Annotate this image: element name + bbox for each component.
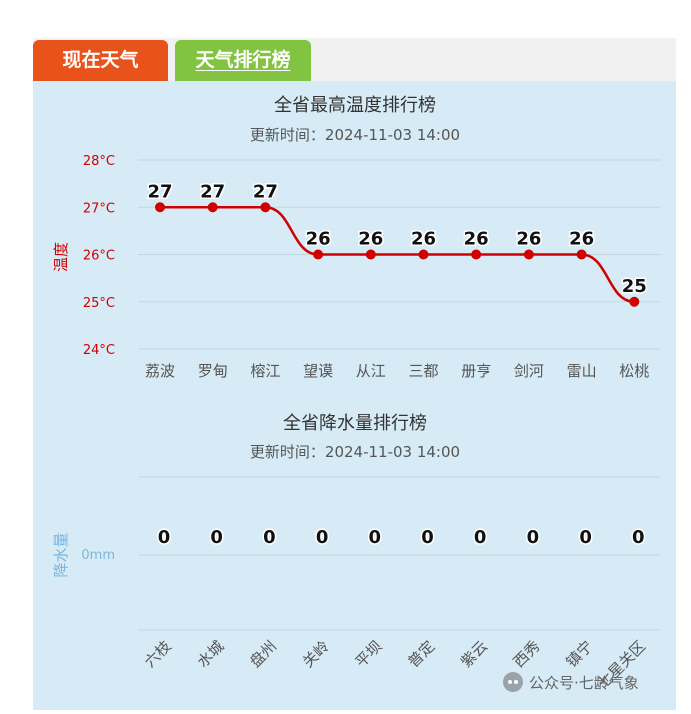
precipitation-y-tick: 0mm: [81, 548, 115, 563]
temperature-data-label: 27: [253, 181, 278, 202]
precipitation-chart-subtitle: 更新时间：2024-11-03 14:00: [250, 443, 460, 461]
temperature-y-tick: 24°C: [83, 343, 115, 358]
precipitation-x-tick: 关岭: [299, 637, 333, 671]
temperature-point: [523, 249, 534, 260]
temperature-data-label: 27: [200, 181, 225, 202]
temperature-point: [155, 202, 165, 213]
temperature-data-label: 26: [306, 229, 331, 250]
charts-canvas: 全省最高温度排行榜 更新时间：2024-11-03 14:00 温度 28°C 2…: [52, 95, 661, 692]
precipitation-x-tick: 盘州: [246, 637, 280, 671]
temperature-y-tick: 27°C: [83, 201, 115, 216]
precipitation-x-tick: 镇宁: [562, 637, 596, 671]
precipitation-chart-title: 全省降水量排行榜: [283, 413, 427, 434]
temperature-chart-subtitle: 更新时间：2024-11-03 14:00: [250, 126, 460, 144]
temperature-x-tick: 三都: [408, 362, 438, 380]
temperature-x-tick: 从江: [356, 362, 386, 380]
precipitation-x-tick: 紫云: [457, 637, 491, 671]
temperature-point: [365, 249, 376, 260]
tab-weather-ranking-label: 天气排行榜: [195, 49, 291, 71]
tab-weather-ranking[interactable]: 天气排行榜: [175, 40, 311, 81]
precipitation-x-tick: 西秀: [510, 637, 544, 671]
temperature-point: [260, 202, 271, 213]
tab-current-weather[interactable]: 现在天气: [33, 40, 168, 81]
temperature-point: [418, 249, 429, 260]
wechat-icon: [503, 672, 523, 692]
precipitation-data-label: 0: [263, 527, 276, 548]
temperature-chart-title: 全省最高温度排行榜: [274, 95, 436, 116]
precipitation-x-tick: 平坝: [352, 637, 386, 671]
temperature-x-tick: 榕江: [250, 362, 280, 380]
temperature-data-label: 26: [358, 229, 383, 250]
watermark: 公众号·七龄气象: [503, 671, 639, 693]
precipitation-data-label: 0: [421, 527, 434, 548]
temperature-data-label: 25: [622, 276, 647, 297]
precipitation-data-label: 0: [369, 527, 382, 548]
temperature-data-label: 26: [464, 229, 489, 250]
precipitation-x-tick: 水城: [194, 637, 228, 671]
tab-bar: 现在天气 天气排行榜: [33, 38, 676, 81]
temperature-data-label: 26: [411, 229, 436, 250]
temperature-point: [207, 202, 218, 213]
precipitation-data-label: 0: [579, 527, 592, 548]
precipitation-data-label: 0: [158, 527, 171, 548]
temperature-x-tick: 松桃: [619, 362, 649, 380]
temperature-axis-label: 温度: [52, 242, 70, 272]
temperature-data-label: 26: [516, 229, 541, 250]
precipitation-x-tick: 普定: [404, 637, 438, 671]
precipitation-data-label: 0: [474, 527, 487, 548]
precipitation-chart: 全省降水量排行榜 更新时间：2024-11-03 14:00 降水量 0mm 0…: [52, 413, 661, 692]
precipitation-data-label: 0: [316, 527, 329, 548]
temperature-point: [629, 296, 640, 307]
temperature-x-tick: 罗甸: [198, 362, 228, 380]
temperature-x-tick: 望谟: [303, 362, 333, 380]
precipitation-axis-label: 降水量: [52, 532, 70, 577]
temperature-point: [313, 249, 324, 260]
temperature-y-tick: 28°C: [83, 154, 115, 169]
temperature-x-tick: 剑河: [514, 362, 544, 380]
temperature-y-tick: 25°C: [83, 296, 115, 311]
precipitation-data-label: 0: [527, 527, 540, 548]
ranking-panel: 全省最高温度排行榜 更新时间：2024-11-03 14:00 温度 28°C 2…: [33, 81, 676, 710]
precipitation-data-label: 0: [632, 527, 645, 548]
temperature-data-label: 26: [569, 229, 594, 250]
temperature-line: [160, 206, 635, 303]
temperature-y-tick: 26°C: [83, 249, 115, 264]
temperature-x-tick: 荔波: [145, 362, 175, 380]
precipitation-data-label: 0: [210, 527, 223, 548]
temperature-data-label: 27: [147, 181, 172, 202]
precipitation-x-tick: 六枝: [141, 637, 175, 671]
temperature-chart: 全省最高温度排行榜 更新时间：2024-11-03 14:00 温度 28°C 2…: [52, 95, 661, 380]
watermark-text: 公众号·七龄气象: [529, 673, 639, 692]
temperature-x-tick: 雷山: [567, 362, 597, 380]
temperature-point: [471, 249, 482, 260]
temperature-point: [576, 249, 587, 260]
temperature-x-tick: 册亨: [461, 362, 491, 380]
